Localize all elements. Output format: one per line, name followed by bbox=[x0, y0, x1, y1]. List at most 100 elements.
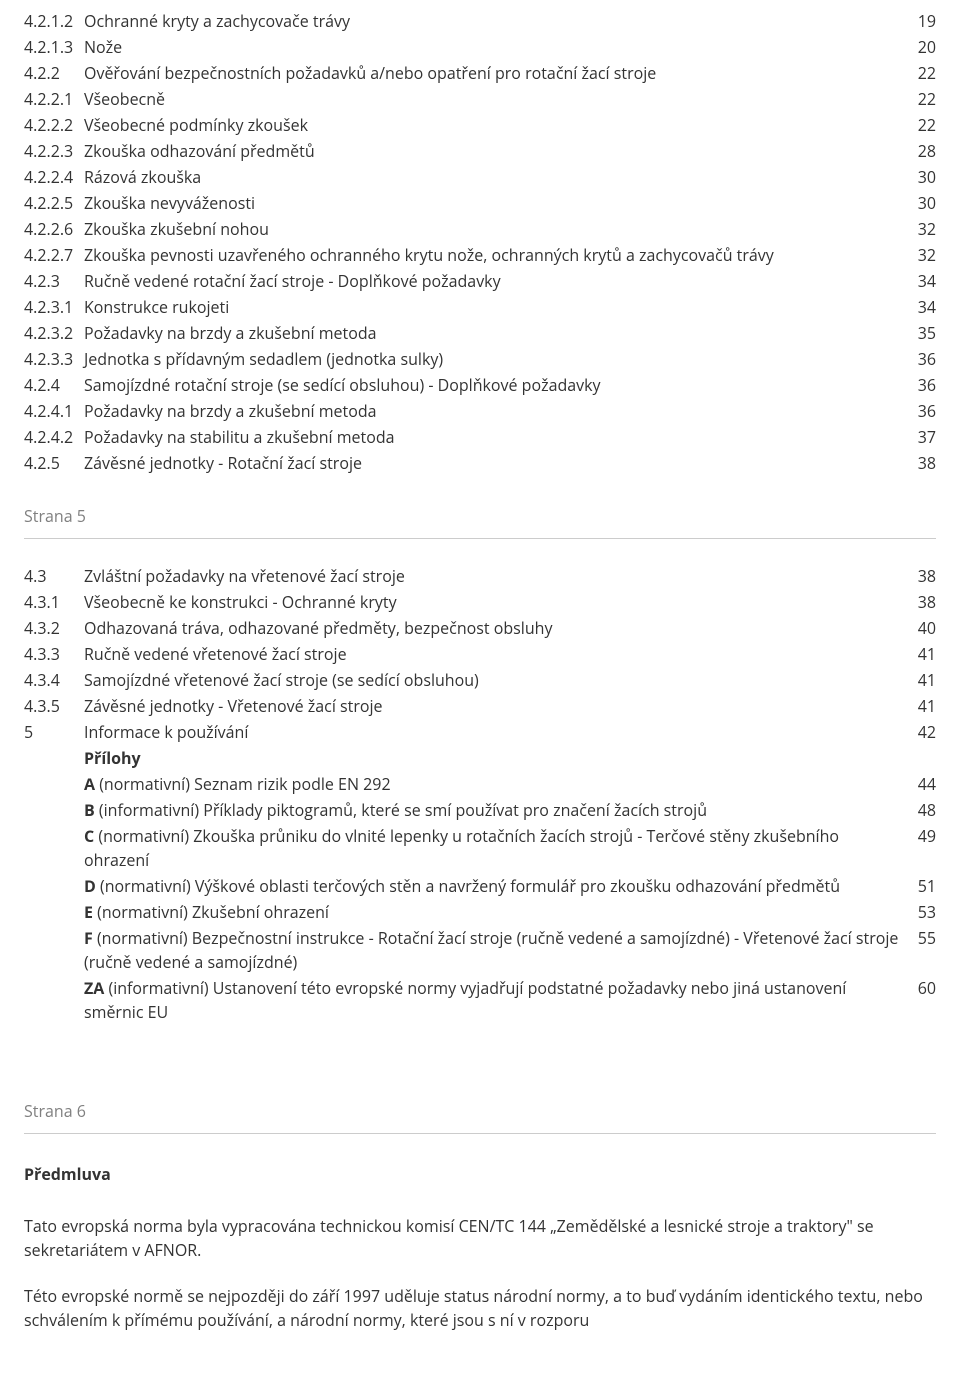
toc-title-text: (normativní) Bezpečnostní instrukce - Ro… bbox=[84, 927, 898, 973]
toc-row: B (informativní) Příklady piktogramů, kt… bbox=[24, 797, 936, 823]
toc-title-text: (informativní) Příklady piktogramů, kter… bbox=[95, 799, 707, 821]
toc-page: 36 bbox=[904, 372, 936, 398]
toc-title-bold: D bbox=[84, 875, 96, 897]
toc-row: C (normativní) Zkouška průniku do vlnité… bbox=[24, 823, 936, 873]
toc-page: 41 bbox=[904, 667, 936, 693]
toc-number bbox=[24, 873, 84, 899]
toc-page: 34 bbox=[904, 294, 936, 320]
toc-number bbox=[24, 899, 84, 925]
toc-number: 4.2.4.1 bbox=[24, 398, 84, 424]
toc-row: 4.2.2.2Všeobecné podmínky zkoušek22 bbox=[24, 112, 936, 138]
toc-row: 4.2.2.6Zkouška zkušební nohou32 bbox=[24, 216, 936, 242]
page-label-strana5: Strana 5 bbox=[24, 504, 936, 528]
toc-title-text: (normativní) Zkušební ohrazení bbox=[93, 901, 329, 923]
toc-page: 51 bbox=[904, 873, 936, 899]
toc-title-text: Samojízdné vřetenové žací stroje (se sed… bbox=[84, 669, 479, 691]
toc-number bbox=[24, 745, 84, 771]
toc-row: 4.2.2.4Rázová zkouška30 bbox=[24, 164, 936, 190]
toc-number: 4.2.2 bbox=[24, 60, 84, 86]
toc-row: 5Informace k používání42 bbox=[24, 719, 936, 745]
toc-page: 38 bbox=[904, 450, 936, 476]
toc-row: 4.3.4Samojízdné vřetenové žací stroje (s… bbox=[24, 667, 936, 693]
toc-number: 4.2.2.2 bbox=[24, 112, 84, 138]
toc-row: 4.2.2.7Zkouška pevnosti uzavřeného ochra… bbox=[24, 242, 936, 268]
toc-title-bold: B bbox=[84, 799, 95, 821]
preface-paragraph-1: Tato evropská norma byla vypracována tec… bbox=[24, 1214, 936, 1262]
toc-number: 4.2.4.2 bbox=[24, 424, 84, 450]
toc-title-text: Všeobecně ke konstrukci - Ochranné kryty bbox=[84, 591, 397, 613]
toc-row: 4.2.4.1Požadavky na brzdy a zkušební met… bbox=[24, 398, 936, 424]
toc-page: 32 bbox=[904, 242, 936, 268]
toc-title: Požadavky na stabilitu a zkušební metoda bbox=[84, 424, 904, 450]
toc-title: Konstrukce rukojeti bbox=[84, 294, 904, 320]
toc-page: 53 bbox=[904, 899, 936, 925]
toc-number: 4.2.1.2 bbox=[24, 8, 84, 34]
toc-page: 22 bbox=[904, 60, 936, 86]
toc-number: 4.2.1.3 bbox=[24, 34, 84, 60]
toc-page: 32 bbox=[904, 216, 936, 242]
toc-number: 4.2.2.5 bbox=[24, 190, 84, 216]
toc-page: 34 bbox=[904, 268, 936, 294]
toc-title-text: Závěsné jednotky - Vřetenové žací stroje bbox=[84, 695, 383, 717]
toc-page: 37 bbox=[904, 424, 936, 450]
toc-title-text: (normativní) Seznam rizik podle EN 292 bbox=[95, 773, 391, 795]
preface-heading: Předmluva bbox=[24, 1162, 936, 1186]
toc-title-bold: E bbox=[84, 901, 93, 923]
toc-number bbox=[24, 975, 84, 1025]
toc-title: Zkouška odhazování předmětů bbox=[84, 138, 904, 164]
toc-number: 4.2.4 bbox=[24, 372, 84, 398]
toc-table-part1: 4.2.1.2Ochranné kryty a zachycovače tráv… bbox=[24, 8, 936, 476]
toc-number: 4.2.2.3 bbox=[24, 138, 84, 164]
toc-row: 4.2.3.2Požadavky na brzdy a zkušební met… bbox=[24, 320, 936, 346]
toc-title-text: Zvláštní požadavky na vřetenové žací str… bbox=[84, 565, 405, 587]
toc-row: ZA (informativní) Ustanovení této evrops… bbox=[24, 975, 936, 1025]
toc-title: Závěsné jednotky - Rotační žací stroje bbox=[84, 450, 904, 476]
toc-number bbox=[24, 823, 84, 873]
toc-page: 42 bbox=[904, 719, 936, 745]
toc-title-text: (informativní) Ustanovení této evropské … bbox=[84, 977, 846, 1023]
toc-page: 49 bbox=[904, 823, 936, 873]
toc-number: 4.2.3.2 bbox=[24, 320, 84, 346]
page-label-strana6: Strana 6 bbox=[24, 1099, 936, 1123]
toc-page: 41 bbox=[904, 641, 936, 667]
toc-title: Zkouška pevnosti uzavřeného ochranného k… bbox=[84, 242, 904, 268]
toc-title: Zkouška nevyváženosti bbox=[84, 190, 904, 216]
toc-row: 4.2.1.3Nože20 bbox=[24, 34, 936, 60]
toc-row: 4.2.5Závěsné jednotky - Rotační žací str… bbox=[24, 450, 936, 476]
toc-title: Jednotka s přídavným sedadlem (jednotka … bbox=[84, 346, 904, 372]
toc-row: 4.2.4.2Požadavky na stabilitu a zkušební… bbox=[24, 424, 936, 450]
toc-title-bold: ZA bbox=[84, 977, 104, 999]
toc-title: Samojízdné vřetenové žací stroje (se sed… bbox=[84, 667, 904, 693]
toc-row: 4.2.2.3Zkouška odhazování předmětů28 bbox=[24, 138, 936, 164]
toc-number: 4.3 bbox=[24, 563, 84, 589]
toc-number: 5 bbox=[24, 719, 84, 745]
toc-title-text: Odhazovaná tráva, odhazované předměty, b… bbox=[84, 617, 552, 639]
toc-title: F (normativní) Bezpečnostní instrukce - … bbox=[84, 925, 904, 975]
toc-page: 30 bbox=[904, 164, 936, 190]
toc-title: Ručně vedené vřetenové žací stroje bbox=[84, 641, 904, 667]
toc-number bbox=[24, 771, 84, 797]
toc-title-bold: F bbox=[84, 927, 93, 949]
toc-page: 41 bbox=[904, 693, 936, 719]
toc-title: Všeobecné podmínky zkoušek bbox=[84, 112, 904, 138]
toc-title-bold: A bbox=[84, 773, 95, 795]
toc-number: 4.3.3 bbox=[24, 641, 84, 667]
toc-row: 4.3Zvláštní požadavky na vřetenové žací … bbox=[24, 563, 936, 589]
toc-title: C (normativní) Zkouška průniku do vlnité… bbox=[84, 823, 904, 873]
toc-title-text: Ručně vedené vřetenové žací stroje bbox=[84, 643, 347, 665]
toc-number: 4.2.2.7 bbox=[24, 242, 84, 268]
toc-title: D (normativní) Výškové oblasti terčových… bbox=[84, 873, 904, 899]
toc-title: Zkouška zkušební nohou bbox=[84, 216, 904, 242]
toc-row: 4.2.1.2Ochranné kryty a zachycovače tráv… bbox=[24, 8, 936, 34]
toc-title: A (normativní) Seznam rizik podle EN 292 bbox=[84, 771, 904, 797]
toc-title-text: (normativní) Zkouška průniku do vlnité l… bbox=[84, 825, 839, 871]
toc-number: 4.3.5 bbox=[24, 693, 84, 719]
toc-title: E (normativní) Zkušební ohrazení bbox=[84, 899, 904, 925]
toc-row: 4.3.3Ručně vedené vřetenové žací stroje 4… bbox=[24, 641, 936, 667]
toc-number: 4.2.3.1 bbox=[24, 294, 84, 320]
toc-page: 38 bbox=[904, 563, 936, 589]
toc-row: E (normativní) Zkušební ohrazení53 bbox=[24, 899, 936, 925]
toc-number: 4.2.3 bbox=[24, 268, 84, 294]
toc-page: 30 bbox=[904, 190, 936, 216]
toc-row: F (normativní) Bezpečnostní instrukce - … bbox=[24, 925, 936, 975]
